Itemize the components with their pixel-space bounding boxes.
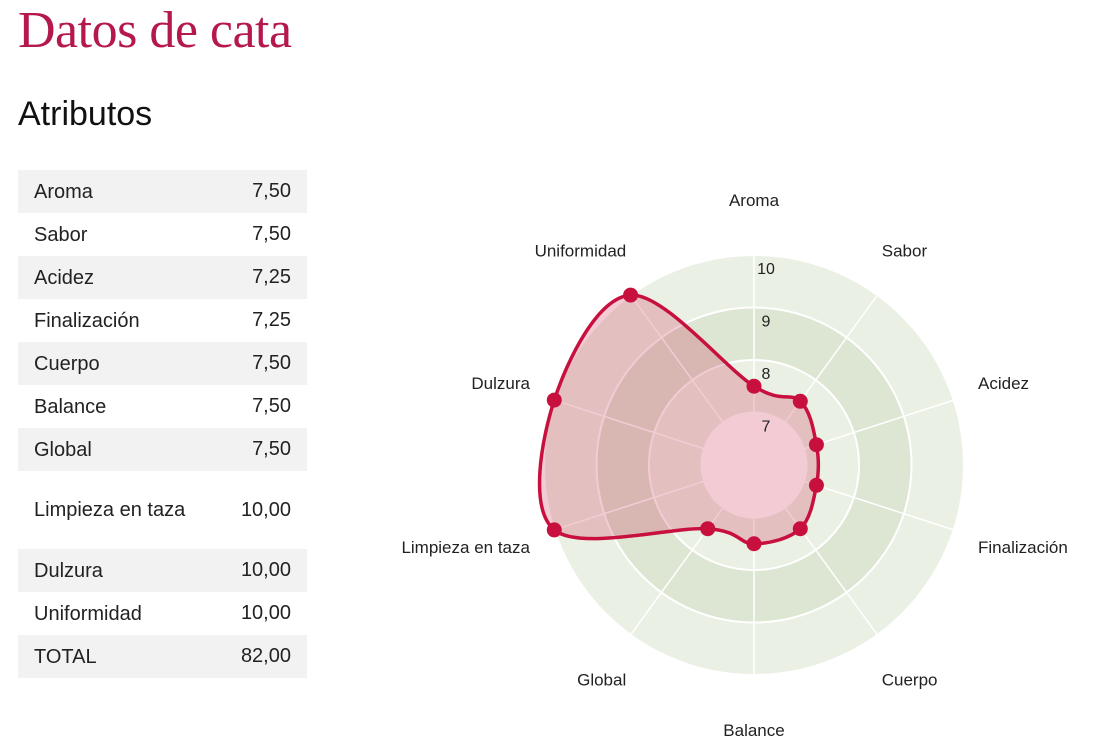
- row-value: 82,00: [217, 635, 307, 678]
- row-label: Balance: [34, 395, 107, 418]
- radial-tick-label: 7: [762, 419, 771, 436]
- row-label: Uniformidad: [34, 602, 142, 625]
- row-label: Aroma: [18, 170, 218, 213]
- axis-category-label: Dulzura: [471, 374, 530, 393]
- data-point: [546, 392, 562, 408]
- table-row: Finalización 7,25: [18, 299, 307, 342]
- row-value: 10,00: [217, 549, 307, 592]
- axis-category-label: Sabor: [882, 242, 928, 261]
- table-row: Cuerpo 7,50: [18, 342, 307, 385]
- row-label: Finalización: [34, 309, 140, 332]
- row-value: 7,50: [252, 223, 291, 245]
- axis-category-label: Cuerpo: [882, 670, 938, 689]
- row-value: 7,50: [252, 395, 291, 417]
- data-point: [792, 393, 808, 409]
- table-row: Aroma 7,50: [18, 170, 307, 213]
- row-label: TOTAL: [18, 635, 218, 678]
- row-value: 7,50: [217, 428, 307, 471]
- attributes-table: Aroma 7,50 Sabor 7,50 Acidez 7,25 Finalizac…: [18, 170, 307, 678]
- grid-spoke: [753, 399, 954, 466]
- radial-tick-label: 10: [757, 261, 775, 278]
- grid-spoke: [629, 464, 755, 636]
- data-point: [808, 437, 824, 453]
- data-point: [546, 522, 562, 538]
- data-point: [700, 521, 716, 537]
- data-point: [808, 477, 824, 493]
- table-row: Limpieza en taza 10,00: [18, 471, 307, 549]
- table-row: Dulzura 10,00: [18, 549, 307, 592]
- axis-category-label: Acidez: [978, 374, 1029, 393]
- data-point: [792, 521, 808, 537]
- section-title: Atributos: [18, 95, 153, 133]
- axis-category-label: Uniformidad: [535, 242, 627, 261]
- radial-tick-label: 9: [762, 314, 771, 331]
- grid-spoke: [753, 464, 954, 531]
- row-value: 7,25: [252, 309, 291, 331]
- row-label: Sabor: [34, 223, 88, 246]
- row-label: Acidez: [18, 256, 218, 299]
- axis-category-label: Balance: [723, 721, 784, 740]
- row-label: Global: [18, 428, 218, 471]
- row-value: 10,00: [240, 498, 291, 521]
- axis-category-label: Limpieza en taza: [401, 538, 530, 557]
- grid-spoke: [753, 294, 879, 466]
- table-row: Uniformidad 10,00: [18, 592, 307, 635]
- table-row: Global 7,50: [18, 428, 307, 471]
- row-label: Limpieza en taza: [34, 499, 186, 521]
- row-value: 7,50: [217, 170, 307, 213]
- table-row: TOTAL 82,00: [18, 635, 307, 678]
- page-title: Datos de cata: [18, 2, 292, 59]
- axis-category-label: Finalización: [978, 538, 1068, 557]
- grid-spoke: [554, 399, 755, 466]
- data-point: [623, 287, 639, 303]
- table-row: Balance 7,50: [18, 385, 307, 428]
- grid-spoke: [554, 464, 755, 531]
- table-row: Sabor 7,50: [18, 213, 307, 256]
- axis-category-label: Aroma: [729, 191, 780, 210]
- row-value: 7,25: [217, 256, 307, 299]
- table-row: Acidez 7,25: [18, 256, 307, 299]
- radial-tick-label: 8: [762, 366, 771, 383]
- grid-spoke: [629, 294, 755, 466]
- row-value: 10,00: [240, 602, 291, 624]
- axis-category-label: Global: [577, 670, 626, 689]
- grid-spoke: [753, 464, 879, 636]
- row-value: 7,50: [217, 342, 307, 385]
- row-label: Cuerpo: [18, 342, 218, 385]
- row-label: Dulzura: [18, 549, 218, 592]
- radar-chart: 7 8 9 10 Aroma Sabor Acidez Finalización Cuerpo B…: [401, 191, 1068, 740]
- data-point: [746, 536, 762, 552]
- data-point: [746, 378, 762, 394]
